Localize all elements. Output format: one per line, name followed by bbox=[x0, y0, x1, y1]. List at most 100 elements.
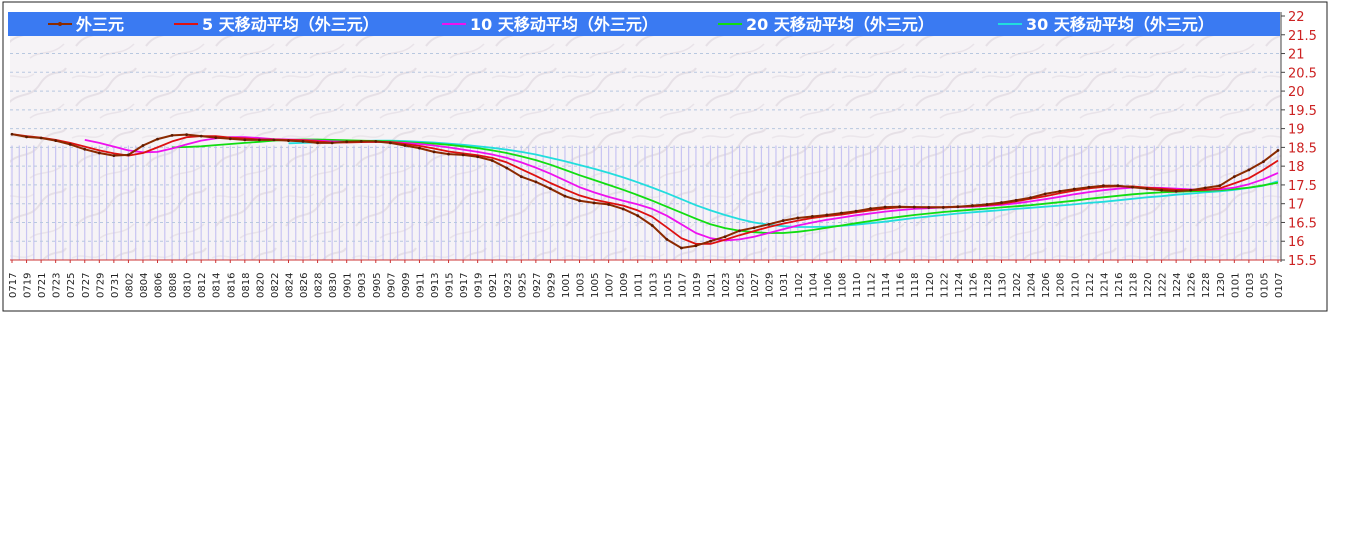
data-point bbox=[272, 138, 276, 142]
data-point bbox=[607, 203, 611, 206]
data-point bbox=[869, 207, 872, 210]
x-tick-label: 0919 bbox=[474, 273, 485, 298]
x-tick-label: 1118 bbox=[910, 273, 921, 298]
x-tick-label: 1021 bbox=[706, 273, 717, 298]
data-point bbox=[738, 229, 741, 233]
data-point bbox=[374, 139, 378, 143]
data-point bbox=[1160, 188, 1163, 192]
legend-label: 外三元 bbox=[75, 15, 124, 34]
x-tick-label: 0905 bbox=[372, 273, 383, 298]
x-tick-label: 0806 bbox=[154, 273, 165, 298]
y-tick-label: 21.5 bbox=[1288, 29, 1317, 44]
x-tick-label: 1011 bbox=[634, 273, 645, 298]
data-point bbox=[1116, 184, 1120, 188]
data-point bbox=[941, 206, 945, 209]
x-tick-label: 0826 bbox=[299, 273, 310, 298]
x-tick-label: 1226 bbox=[1187, 273, 1198, 298]
data-point bbox=[709, 239, 712, 243]
x-tick-label: 1128 bbox=[983, 273, 994, 298]
x-tick-label: 1220 bbox=[1143, 273, 1154, 298]
data-point bbox=[97, 151, 101, 155]
data-point bbox=[505, 166, 509, 170]
data-point bbox=[679, 246, 683, 250]
data-point bbox=[927, 206, 931, 209]
series-line bbox=[11, 133, 1279, 249]
data-point bbox=[578, 199, 581, 203]
x-tick-label: 1216 bbox=[1114, 273, 1125, 298]
data-point bbox=[199, 134, 203, 138]
y-tick-label: 20.5 bbox=[1288, 66, 1317, 81]
x-tick-label: 0828 bbox=[314, 273, 325, 298]
data-point bbox=[432, 150, 436, 154]
data-point bbox=[1247, 168, 1251, 172]
x-tick-label: 1013 bbox=[648, 273, 659, 298]
data-point bbox=[563, 194, 567, 198]
data-point bbox=[185, 133, 189, 137]
x-tick-label: 1110 bbox=[852, 273, 863, 298]
data-point bbox=[490, 159, 494, 162]
data-point bbox=[243, 138, 247, 142]
x-tick-label: 1001 bbox=[561, 273, 572, 298]
y-axis-ticks: 15.5 16 16.5 17 17.5 18 18.5 19 19.5 20 20.5 21 21.5… bbox=[1281, 10, 1317, 269]
x-tick-label: 0824 bbox=[284, 273, 295, 298]
data-point bbox=[723, 235, 727, 239]
data-point bbox=[403, 144, 407, 147]
data-point bbox=[665, 237, 669, 241]
x-tick-label: 1222 bbox=[1158, 273, 1169, 298]
data-point bbox=[840, 211, 843, 215]
x-tick-label: 1025 bbox=[736, 273, 747, 298]
x-tick-label: 0107 bbox=[1274, 273, 1285, 298]
data-point bbox=[1058, 189, 1062, 193]
data-point bbox=[1174, 189, 1178, 193]
data-point bbox=[549, 187, 552, 191]
data-point bbox=[112, 154, 116, 158]
data-point bbox=[956, 205, 960, 209]
x-tick-label: 0925 bbox=[517, 273, 528, 298]
x-tick-label: 1214 bbox=[1099, 273, 1110, 298]
legend-marker bbox=[58, 22, 62, 26]
data-point bbox=[1029, 196, 1033, 200]
x-tick-label: 0723 bbox=[52, 273, 63, 298]
x-tick-label: 1120 bbox=[925, 273, 936, 298]
x-tick-label: 0921 bbox=[488, 273, 499, 298]
x-tick-label: 1114 bbox=[881, 273, 892, 298]
data-point bbox=[781, 219, 785, 222]
x-tick-label: 0913 bbox=[430, 273, 441, 298]
x-tick-label: 1106 bbox=[823, 273, 834, 298]
data-point bbox=[476, 155, 480, 159]
y-tick-label: 18 bbox=[1288, 160, 1305, 175]
x-tick-label: 0907 bbox=[386, 273, 397, 298]
data-point bbox=[1276, 148, 1280, 152]
legend-label: 30 天移动平均（外三元） bbox=[1026, 15, 1214, 34]
y-tick-label: 17 bbox=[1288, 198, 1305, 213]
x-tick-label: 0903 bbox=[357, 273, 368, 298]
series-line bbox=[288, 139, 1279, 228]
x-axis-ticks: 0717 0719 0721 0723 0725 0727 0729 0731 0802 0804… bbox=[8, 260, 1285, 298]
data-point bbox=[825, 213, 829, 217]
x-tick-label: 0923 bbox=[503, 273, 514, 298]
x-tick-label: 1204 bbox=[1027, 273, 1038, 298]
legend-label: 10 天移动平均（外三元） bbox=[470, 15, 658, 34]
x-tick-label: 1228 bbox=[1201, 273, 1212, 298]
y-tick-label: 16 bbox=[1288, 235, 1305, 250]
data-point bbox=[1087, 185, 1091, 189]
x-tick-label: 0909 bbox=[401, 273, 412, 298]
x-tick-label: 1003 bbox=[576, 273, 587, 298]
y-tick-label: 16.5 bbox=[1288, 216, 1317, 231]
data-point bbox=[68, 142, 72, 146]
data-point bbox=[141, 144, 145, 147]
x-tick-label: 0915 bbox=[445, 273, 456, 298]
data-point bbox=[694, 244, 698, 248]
data-point bbox=[359, 139, 363, 143]
y-tick-label: 15.5 bbox=[1288, 254, 1317, 269]
data-point bbox=[1131, 185, 1134, 189]
x-tick-label: 1019 bbox=[692, 273, 703, 298]
series-lines bbox=[10, 132, 1280, 250]
data-point bbox=[752, 226, 756, 230]
x-tick-label: 0101 bbox=[1230, 273, 1241, 298]
x-tick-label: 0804 bbox=[139, 273, 150, 298]
x-tick-label: 0802 bbox=[124, 273, 135, 298]
data-point bbox=[1014, 198, 1018, 202]
data-point bbox=[971, 204, 974, 207]
data-point bbox=[228, 137, 232, 141]
